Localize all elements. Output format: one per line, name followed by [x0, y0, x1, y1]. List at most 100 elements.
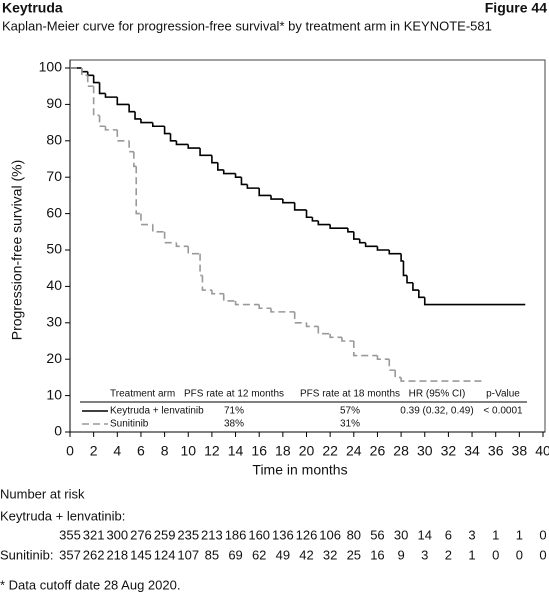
km-step — [394, 370, 402, 379]
y-axis-label: Progression-free survival (%) — [9, 160, 25, 341]
product-title: Keytruda — [2, 0, 63, 16]
risk-count: 0 — [516, 547, 523, 562]
risk-count: 62 — [252, 547, 266, 562]
legend-header: Treatment arm — [110, 389, 175, 400]
km-step — [104, 93, 118, 98]
km-step — [133, 151, 137, 168]
risk-count: 276 — [130, 527, 152, 542]
x-tick-label: 6 — [137, 443, 145, 459]
x-tick-label: 10 — [180, 443, 196, 459]
legend-header: PFS rate at 12 months — [184, 389, 284, 400]
km-step — [169, 133, 177, 142]
risk-count: 2 — [445, 547, 452, 562]
km-step — [246, 184, 260, 189]
x-tick-label: 32 — [441, 443, 457, 459]
risk-count: 136 — [272, 527, 294, 542]
km-step — [199, 253, 203, 277]
km-step — [92, 86, 100, 117]
legend-cell: 38% — [224, 419, 244, 430]
subtitle: Kaplan-Meier curve for progression-free … — [2, 18, 492, 33]
km-step — [388, 250, 402, 255]
x-tick-label: 40 — [535, 443, 549, 459]
risk-count: 145 — [130, 547, 152, 562]
x-tick-label: 12 — [204, 443, 220, 459]
km-step — [211, 290, 224, 295]
risk-count: 355 — [59, 527, 81, 542]
km-step — [211, 155, 218, 164]
km-step — [81, 68, 88, 73]
risk-count: 42 — [299, 547, 313, 562]
x-tick-label: 20 — [299, 443, 315, 459]
km-step — [329, 224, 348, 229]
km-step — [400, 377, 484, 382]
risk-count: 14 — [418, 527, 432, 542]
risk-count: 1 — [516, 527, 523, 542]
km-step — [353, 341, 378, 357]
risk-count: 85 — [205, 547, 219, 562]
legend-header: p-Value — [486, 389, 520, 400]
km-step — [128, 104, 136, 113]
km-step — [199, 148, 212, 157]
risk-count: 160 — [248, 527, 270, 542]
km-step — [341, 337, 354, 342]
legend-cell: 57% — [340, 406, 360, 417]
km-step — [317, 220, 331, 226]
risk-count: 9 — [397, 547, 404, 562]
km-step — [270, 308, 295, 313]
y-tick-label: 0 — [54, 423, 62, 439]
risk-count: 3 — [421, 547, 428, 562]
risk-count: 0 — [492, 547, 499, 562]
risk-count: 186 — [225, 527, 247, 542]
legend-label: Keytruda + lenvatinib — [110, 406, 204, 417]
x-tick-label: 14 — [228, 443, 244, 459]
km-step — [116, 129, 130, 142]
km-step — [187, 246, 201, 255]
x-tick-label: 36 — [488, 443, 504, 459]
km-step — [104, 126, 118, 131]
km-step — [305, 209, 313, 219]
risk-count: 213 — [201, 527, 223, 542]
x-tick-label: 18 — [275, 443, 291, 459]
risk-count: 357 — [59, 547, 81, 562]
figure-number: Figure 44 — [485, 0, 547, 16]
y-tick-label: 40 — [46, 277, 62, 293]
km-step — [140, 213, 153, 226]
y-tick-label: 60 — [46, 204, 62, 220]
km-step — [234, 173, 242, 178]
km-step — [293, 202, 307, 211]
km-step — [412, 282, 419, 291]
km-step — [282, 199, 295, 204]
risk-count: 235 — [177, 527, 199, 542]
risk-count: 25 — [347, 547, 361, 562]
km-step — [140, 118, 153, 124]
km-step — [151, 224, 165, 233]
km-step — [81, 68, 88, 77]
risk-count: 321 — [83, 527, 105, 542]
km-step — [163, 231, 177, 244]
km-step — [376, 246, 390, 251]
km-step — [175, 242, 189, 248]
risk-count: 0 — [539, 527, 546, 542]
x-axis-label: Time in months — [252, 462, 347, 478]
legend-label: Sunitinib — [110, 419, 149, 430]
km-step — [234, 300, 260, 306]
km-step — [175, 140, 189, 146]
y-tick-label: 10 — [46, 386, 62, 402]
km-step — [201, 275, 212, 291]
km-step — [258, 188, 272, 197]
risk-count: 6 — [445, 527, 452, 542]
km-step — [270, 195, 283, 200]
risk-count: 69 — [228, 547, 242, 562]
x-tick-label: 16 — [251, 443, 267, 459]
km-step — [329, 333, 342, 339]
risk-count: 107 — [177, 547, 199, 562]
km-step — [376, 355, 390, 360]
x-tick-label: 34 — [464, 443, 480, 459]
risk-count: 1 — [468, 547, 475, 562]
km-step — [222, 293, 236, 302]
km-step — [317, 326, 331, 335]
risk-count: 1 — [492, 527, 499, 542]
risk-count: 0 — [539, 547, 546, 562]
plot-frame — [69, 59, 546, 433]
km-step — [353, 231, 360, 240]
